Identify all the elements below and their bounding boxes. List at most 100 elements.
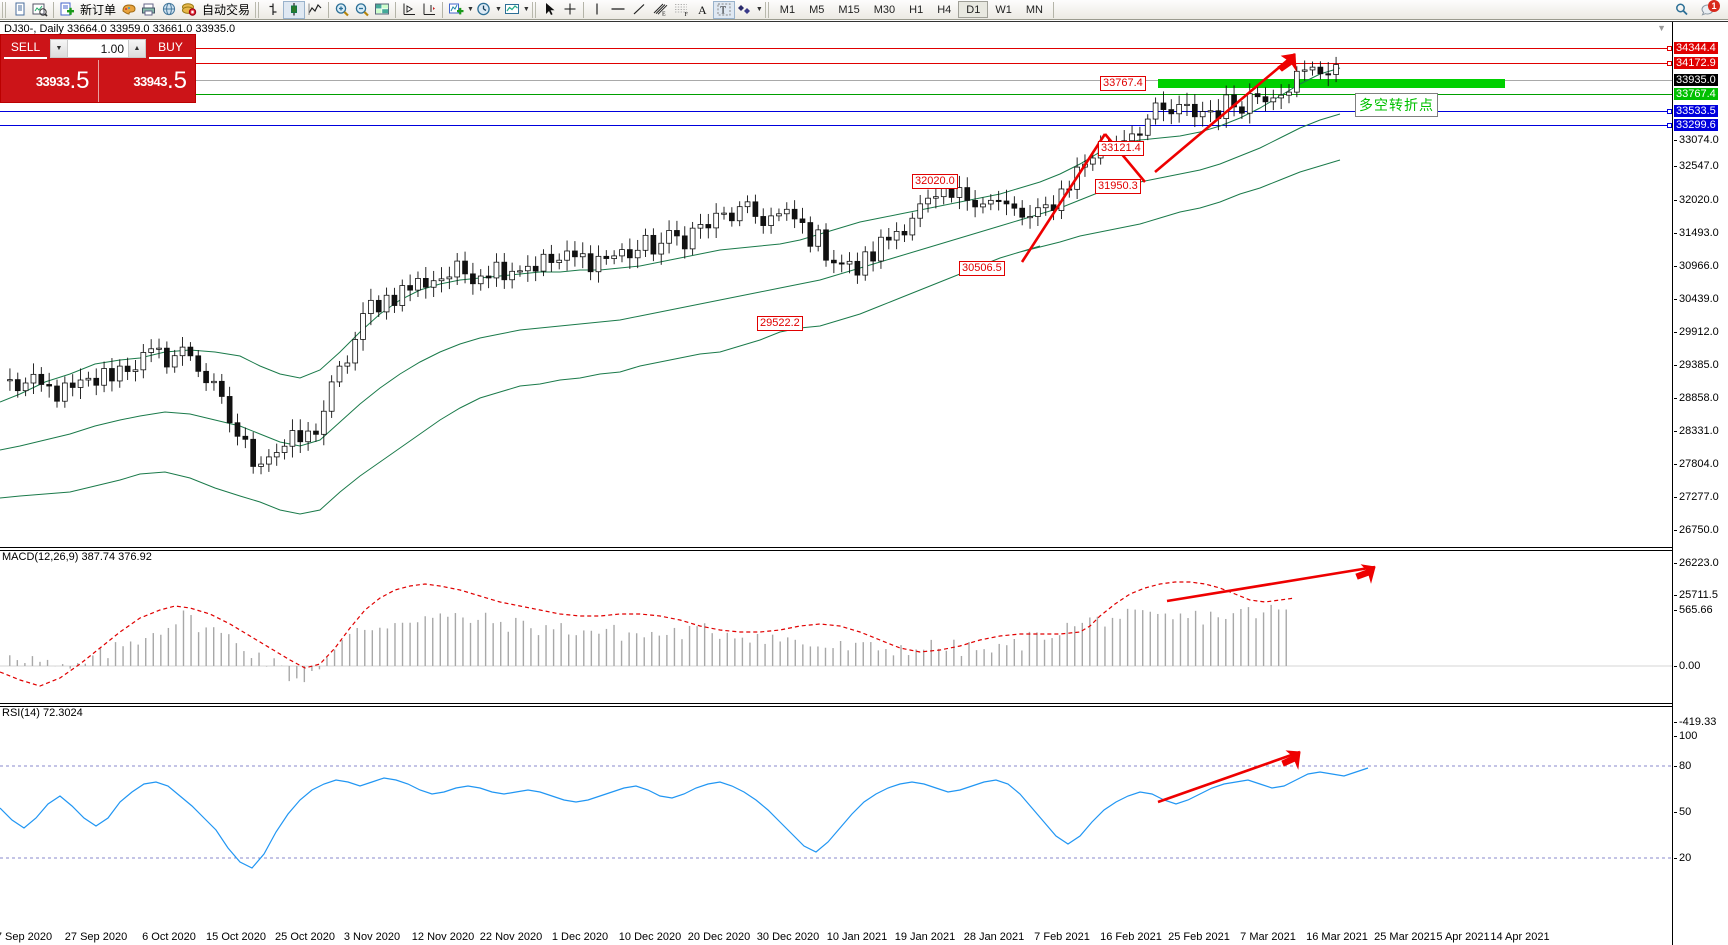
crosshair-icon[interactable] (560, 1, 580, 19)
volume-increase-button[interactable]: ▲ (128, 40, 145, 57)
notification-count: 1 (1708, 0, 1720, 12)
tab-timeframe-m1[interactable]: M1 (779, 3, 796, 16)
price-badge-1[interactable]: 34172.9 (1674, 57, 1718, 69)
tab-timeframe-m30[interactable]: M30 (873, 3, 896, 16)
bar-chart-icon[interactable] (263, 1, 283, 19)
price-tick-2: 32020.0 (1674, 194, 1719, 206)
period-clock-icon[interactable] (474, 1, 494, 19)
zoom-in-icon[interactable] (332, 1, 352, 19)
rsi-panel-divider (0, 703, 1672, 704)
price-tick-4: 30966.0 (1674, 260, 1719, 272)
indicators-icon[interactable] (446, 1, 466, 19)
buy-button[interactable]: BUY (149, 38, 192, 59)
candlestick-chart-icon[interactable] (283, 0, 306, 19)
annotation-29522[interactable]: 29522.2 (757, 316, 803, 331)
tab-timeframe-w1[interactable]: W1 (995, 3, 1012, 16)
chart-plot-area[interactable]: DJ30-, Daily 33664.0 33959.0 33661.0 339… (0, 22, 1672, 945)
globe-icon[interactable] (159, 1, 179, 19)
date-tick-14: 28 Jan 2021 (963, 931, 1025, 943)
annotation-31950[interactable]: 31950.3 (1095, 179, 1141, 194)
autotrading-label[interactable]: 自动交易 (202, 3, 251, 17)
chevron-down-icon-3[interactable]: ▼ (522, 6, 530, 13)
tab-timeframe-mn[interactable]: MN (1025, 3, 1043, 16)
text-label-turning-point[interactable]: 多空转折点 (1355, 93, 1438, 117)
toolbar-grip-3[interactable] (531, 1, 538, 18)
price-line-34344[interactable] (0, 46, 1672, 51)
sell-price-integer: 33933 (35, 73, 70, 89)
line-chart-icon[interactable] (305, 1, 325, 19)
magnifier-chart-icon[interactable] (30, 1, 50, 19)
date-tick-16: 16 Feb 2021 (1100, 931, 1162, 943)
collapse-chart-icon[interactable]: ▼ (1657, 23, 1666, 33)
chevron-down-icon[interactable]: ▼ (467, 6, 474, 13)
buy-price[interactable]: 33943 .5 (99, 60, 196, 102)
sell-price-decimal: .5 (69, 67, 90, 94)
price-badge-0[interactable]: 34344.4 (1674, 42, 1718, 54)
toolbar-grip[interactable] (2, 1, 8, 18)
svg-text:T: T (720, 6, 726, 17)
date-tick-18: 7 Mar 2021 (1240, 931, 1296, 943)
notifications-icon[interactable]: 1 (1698, 0, 1720, 19)
document-icon[interactable] (10, 1, 30, 19)
fibonacci-icon[interactable]: E (649, 1, 671, 19)
vertical-line-icon[interactable] (587, 1, 607, 19)
sell-button[interactable]: SELL (4, 38, 47, 59)
auto-scroll-icon[interactable] (419, 1, 439, 19)
chevron-down-icon-4[interactable]: ▼ (755, 6, 763, 13)
text-icon[interactable]: A (693, 1, 713, 19)
tab-timeframe-m5[interactable]: M5 (809, 3, 825, 16)
toolbar-grip-4[interactable] (764, 1, 771, 18)
svg-text:E: E (662, 12, 666, 17)
price-tick-11: 27277.0 (1674, 491, 1719, 503)
price-line-33767[interactable] (0, 94, 1672, 95)
shift-chart-icon[interactable] (399, 1, 419, 19)
sell-price[interactable]: 33933 .5 (1, 60, 99, 102)
annotation-33121[interactable]: 33121.4 (1098, 141, 1144, 156)
price-badge-2[interactable]: 33935.0 (1674, 74, 1718, 86)
horizontal-line-icon[interactable] (607, 1, 629, 19)
price-line-33300[interactable] (0, 123, 1672, 128)
one-click-trade-panel[interactable]: SELL ▼ 1.00 ▲ BUY 33933 .5 33943 .5 (0, 34, 196, 103)
tab-timeframe-d1[interactable]: D1 (958, 1, 989, 18)
palette-icon[interactable] (119, 1, 139, 19)
zoom-out-icon[interactable] (352, 1, 372, 19)
new-order-label[interactable]: 新订单 (80, 3, 117, 17)
tab-timeframe-m15[interactable]: M15 (838, 3, 860, 16)
toolbar-grip-2[interactable] (255, 1, 262, 18)
shapes-icon[interactable] (735, 1, 755, 19)
cursor-icon[interactable] (540, 1, 560, 19)
chart-window[interactable]: DJ30-, Daily 33664.0 33959.0 33661.0 339… (0, 21, 1728, 945)
templates-icon[interactable] (502, 1, 522, 19)
price-line-34173[interactable] (0, 61, 1672, 66)
rsi-indicator-label: RSI(14) 72.3024 (2, 707, 83, 719)
price-line-33935[interactable] (0, 80, 1672, 81)
search-icon[interactable] (1672, 1, 1692, 19)
annotation-32020[interactable]: 32020.0 (912, 174, 958, 189)
price-tick-13: 26223.0 (1674, 557, 1719, 569)
text-label-icon[interactable]: T (712, 0, 735, 19)
tab-timeframe-h1[interactable]: H1 (909, 3, 924, 16)
volume-input[interactable]: 1.00 (100, 41, 124, 56)
price-line-33534[interactable] (0, 109, 1672, 114)
price-tick-12: 26750.0 (1674, 524, 1719, 536)
price-axis[interactable]: 34344.4 34172.9 33935.0 33767.4 33533.5 33299… (1672, 22, 1728, 945)
macd-panel-divider-2 (0, 550, 1672, 551)
autotrading-icon[interactable] (179, 1, 199, 19)
price-badge-5[interactable]: 33299.6 (1674, 119, 1718, 131)
price-tick-6: 29912.0 (1674, 326, 1719, 338)
target-zone-bar[interactable] (1158, 79, 1505, 88)
tab-timeframe-h4[interactable]: H4 (937, 3, 952, 16)
trendline-icon[interactable] (629, 1, 649, 19)
price-badge-3[interactable]: 33767.4 (1674, 88, 1718, 100)
channel-icon[interactable]: F (671, 1, 693, 19)
new-order-icon[interactable] (57, 1, 77, 19)
rsi-chart-svg (0, 750, 1672, 869)
buy-price-integer: 33943 (133, 73, 167, 89)
volume-decrease-button[interactable]: ▼ (51, 40, 68, 57)
annotation-30506[interactable]: 30506.5 (959, 261, 1005, 276)
price-badge-4[interactable]: 33533.5 (1674, 105, 1718, 117)
chevron-down-icon-2[interactable]: ▼ (494, 6, 502, 13)
annotation-33767[interactable]: 33767.4 (1100, 76, 1146, 91)
grid-icon[interactable] (372, 1, 392, 19)
printer-icon[interactable] (139, 1, 159, 19)
